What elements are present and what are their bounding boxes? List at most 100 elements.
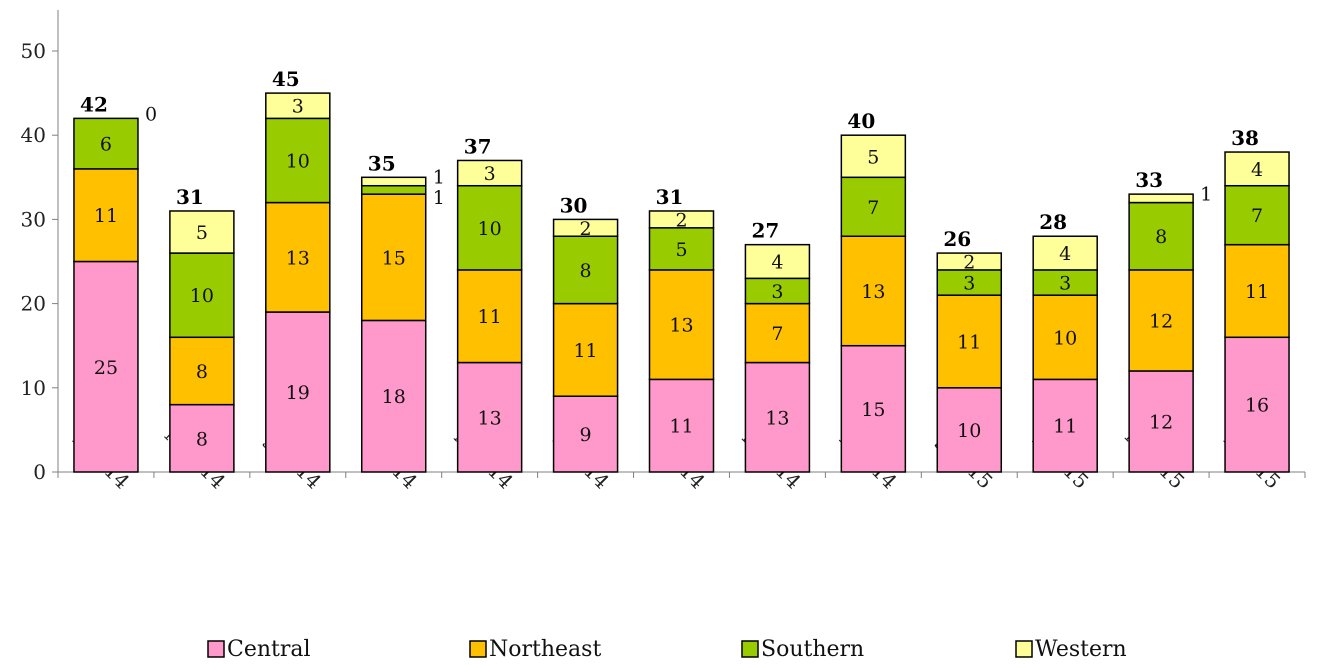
total-label: 28	[1039, 210, 1067, 234]
legend: Central Northeast Southern Western	[207, 637, 1127, 662]
data-label-central: 10	[957, 420, 981, 442]
data-label-western: 4	[1059, 243, 1071, 265]
bar-segment-central	[648, 378, 715, 473]
bar-segment-central	[1032, 378, 1098, 473]
data-label-western: 1	[433, 167, 445, 189]
bar-segment-northeast	[648, 269, 715, 381]
data-label-central: 15	[861, 399, 885, 421]
data-label-southern: 10	[190, 285, 214, 307]
total-label: 27	[752, 219, 780, 243]
data-label-central: 13	[765, 407, 789, 429]
data-label-western: 1	[1200, 183, 1212, 205]
bar-segment-western	[1032, 235, 1098, 271]
bar-segment-southern	[840, 176, 907, 237]
bar-segment-northeast	[73, 168, 139, 263]
bar-segment-northeast	[360, 193, 427, 322]
data-label-western: 5	[867, 146, 879, 168]
bar-segment-western	[456, 159, 523, 187]
legend-swatch-western	[1015, 640, 1033, 658]
legend-label-central: Central	[227, 637, 311, 662]
data-label-central: 11	[1053, 416, 1077, 438]
total-label: 35	[368, 151, 396, 175]
data-label-northeast: 8	[196, 361, 208, 383]
data-label-southern: 6	[100, 134, 112, 156]
bar-segment-central	[73, 260, 139, 473]
bar-segment-western	[744, 243, 811, 280]
bar-segment-northeast	[265, 201, 331, 313]
bar-segment-southern	[1032, 269, 1098, 296]
data-label-southern: 10	[478, 218, 502, 240]
data-label-northeast: 10	[1053, 327, 1077, 349]
bar-segment-central	[360, 319, 427, 473]
total-label: 31	[176, 185, 204, 209]
data-label-southern: 7	[867, 197, 879, 219]
data-label-central: 16	[1245, 395, 1269, 417]
data-label-western: 3	[484, 163, 496, 185]
y-tick-label: 20	[21, 292, 46, 316]
data-label-central: 12	[1149, 411, 1173, 433]
legend-label-southern: Southern	[761, 637, 864, 662]
bar-segment-northeast	[840, 235, 907, 347]
bar-segment-southern	[265, 117, 331, 204]
data-label-southern: 8	[1155, 226, 1167, 248]
total-label: 31	[656, 185, 684, 209]
data-label-southern: 3	[1059, 273, 1071, 295]
data-label-western: 2	[963, 252, 975, 274]
data-label-central: 9	[580, 424, 592, 446]
data-label-central: 8	[196, 428, 208, 450]
total-label: 40	[847, 109, 875, 133]
data-label-northeast: 15	[382, 247, 406, 269]
data-label-northeast: 11	[957, 331, 981, 353]
bar-segment-western	[169, 210, 235, 254]
data-label-southern: 5	[675, 239, 687, 261]
y-tick-label: 40	[21, 123, 46, 147]
bar-segment-southern	[1224, 184, 1290, 246]
bar-segment-western	[1128, 193, 1194, 204]
data-label-western: 4	[1251, 159, 1263, 181]
data-label-northeast: 11	[478, 306, 502, 328]
bar-segment-western	[840, 134, 907, 179]
bar-segment-northeast	[1032, 294, 1098, 381]
data-label-central: 18	[382, 386, 406, 408]
data-label-northeast: 11	[1245, 281, 1269, 303]
total-label: 45	[272, 67, 300, 91]
data-label-western: 3	[292, 96, 304, 118]
bar-segment-northeast	[169, 336, 235, 406]
bar-segment-central	[169, 403, 235, 473]
bars: 2511604288105311913103451815113513111033…	[73, 67, 1290, 473]
bar-segment-western	[648, 210, 715, 229]
data-label-central: 11	[669, 416, 693, 438]
data-label-southern: 7	[1251, 205, 1263, 227]
total-label: 26	[943, 227, 971, 251]
data-label-western: 4	[771, 252, 783, 274]
bar-segment-southern	[73, 117, 139, 170]
bar-segment-southern	[744, 277, 811, 305]
bar-segment-northeast	[744, 302, 811, 364]
bar-segment-western	[1224, 151, 1290, 187]
total-label: 30	[560, 193, 588, 217]
legend-swatch-northeast	[469, 640, 487, 658]
data-label-northeast: 13	[286, 247, 310, 269]
bar-segment-central	[1128, 370, 1194, 473]
bar-segment-western	[265, 92, 331, 120]
bar-segment-northeast	[552, 302, 619, 397]
y-tick-label: 50	[21, 39, 46, 63]
data-label-northeast: 13	[669, 315, 693, 337]
total-label: 37	[464, 134, 492, 158]
data-label-northeast: 7	[771, 323, 783, 345]
bar-segment-northeast	[456, 269, 523, 364]
data-label-southern: 8	[580, 260, 592, 282]
legend-label-northeast: Northeast	[489, 637, 601, 662]
bar-segment-central	[1224, 336, 1290, 473]
total-label: 38	[1231, 126, 1259, 150]
legend-label-western: Western	[1035, 637, 1127, 662]
total-label: 42	[80, 92, 108, 116]
bar-segment-central	[456, 361, 523, 473]
bar-segment-southern	[1128, 201, 1194, 271]
data-label-northeast: 13	[861, 281, 885, 303]
bar-segment-southern	[169, 252, 235, 339]
data-label-southern: 1	[433, 187, 445, 209]
bar-segment-central	[265, 311, 331, 473]
data-label-southern: 3	[963, 273, 975, 295]
